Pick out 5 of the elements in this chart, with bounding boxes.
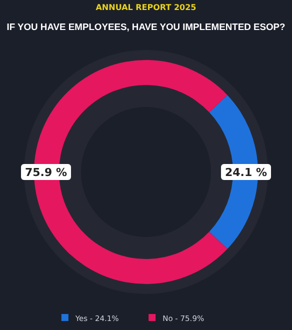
chart-title: IF YOU HAVE EMPLOYEES, HAVE YOU IMPLEMENTED ESOP?	[6, 21, 286, 32]
data-label: 75.9 %	[25, 166, 67, 179]
donut-slice	[209, 95, 258, 249]
data-label: 24.1 %	[225, 166, 267, 179]
chart-subtitle: ANNUAL REPORT 2025	[96, 3, 197, 12]
